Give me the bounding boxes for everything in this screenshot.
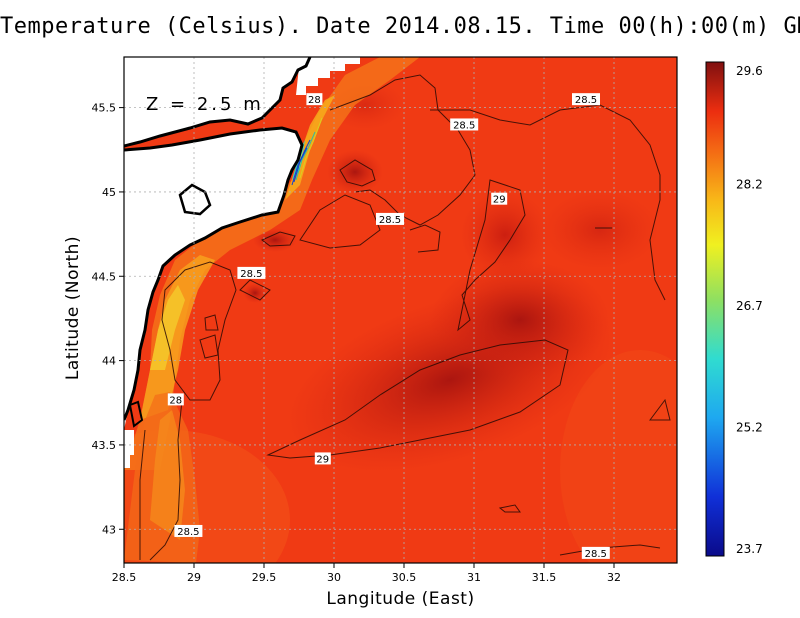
x-tick-label: 30	[327, 571, 341, 584]
y-tick-label: 45.5	[92, 102, 117, 115]
contour-label-text: 28.5	[453, 120, 475, 131]
y-axis-label: Latitude (North)	[63, 235, 83, 381]
contour-label-text: 28.5	[240, 269, 262, 280]
contour-label-box	[450, 118, 479, 131]
contour-label: 28.5	[572, 93, 600, 106]
axis-ticks: 28.5 29 29.5 30 30.5 31 31.5 32 43 43.5 44 44.5 45 45…	[92, 102, 622, 584]
colorbar-ticks: 29.6 28.2 26.7 25.2 23.7	[736, 64, 763, 556]
contour-label-text: 28	[308, 95, 321, 106]
contour-label-box	[167, 393, 184, 406]
contour-label: 29	[314, 452, 331, 465]
contour-label: 28.5	[376, 212, 404, 226]
contour-label: 28	[306, 93, 323, 106]
x-tick-label: 31.5	[532, 571, 557, 584]
x-axis-label: Langitude (East)	[326, 589, 475, 609]
x-tick-label: 32	[607, 571, 621, 584]
colorbar-tick-label: 25.2	[736, 420, 763, 434]
depth-label: Z = 2.5 m	[146, 94, 264, 115]
x-tick-label: 29	[187, 571, 201, 584]
x-tick-label: 28.5	[112, 571, 137, 584]
colorbar-tick-label: 29.6	[736, 64, 763, 78]
contour-labels: 28 28.5 28.5 29 28.5 28.5 28 29 28.5 28.5	[167, 93, 610, 560]
contour-label: 29	[491, 192, 508, 206]
y-tick-label: 43	[102, 523, 116, 536]
contour-label-text: 28	[169, 395, 182, 406]
contour-label-box	[581, 546, 610, 559]
contour-label-text: 28.5	[177, 527, 199, 538]
x-tick-label: 31	[467, 571, 481, 584]
contour-label-box	[237, 266, 266, 279]
temperature-field	[124, 57, 677, 563]
colorbar-tick-label: 28.2	[736, 177, 763, 191]
contour-label: 28.5	[237, 266, 266, 280]
contour-label-text: 28.5	[585, 549, 607, 560]
contour-label-text: 28.5	[575, 95, 597, 106]
x-tick-label: 30.5	[392, 571, 417, 584]
contour-label-box	[174, 524, 203, 537]
map-title: Temperature (Celsius). Date 2014.08.15. …	[0, 14, 800, 39]
map-frame	[123, 56, 678, 564]
x-tick-label: 29.5	[252, 571, 277, 584]
contour-label-text: 29	[316, 454, 329, 465]
contour-label-box	[491, 192, 508, 205]
colorbar-tick-label: 23.7	[736, 542, 763, 556]
colorbar-tick-label: 26.7	[736, 299, 763, 313]
contour-label: 28.5	[581, 546, 610, 560]
contour-label-box	[376, 212, 404, 225]
contour-label: 28.5	[174, 524, 203, 538]
contour-label-text: 28.5	[379, 215, 401, 226]
contour-label: 28	[167, 393, 184, 406]
contour-label: 28.5	[450, 118, 479, 131]
map-gridlines	[124, 57, 677, 563]
y-tick-label: 44.5	[92, 270, 117, 283]
contour-label-text: 29	[493, 195, 506, 206]
y-tick-label: 44	[102, 355, 116, 368]
y-tick-label: 45	[102, 186, 116, 199]
contour-label-box	[572, 93, 600, 106]
colorbar	[705, 61, 725, 557]
contour-label-box	[314, 452, 331, 465]
y-tick-label: 43.5	[92, 439, 117, 452]
contour-label-box	[306, 93, 323, 106]
